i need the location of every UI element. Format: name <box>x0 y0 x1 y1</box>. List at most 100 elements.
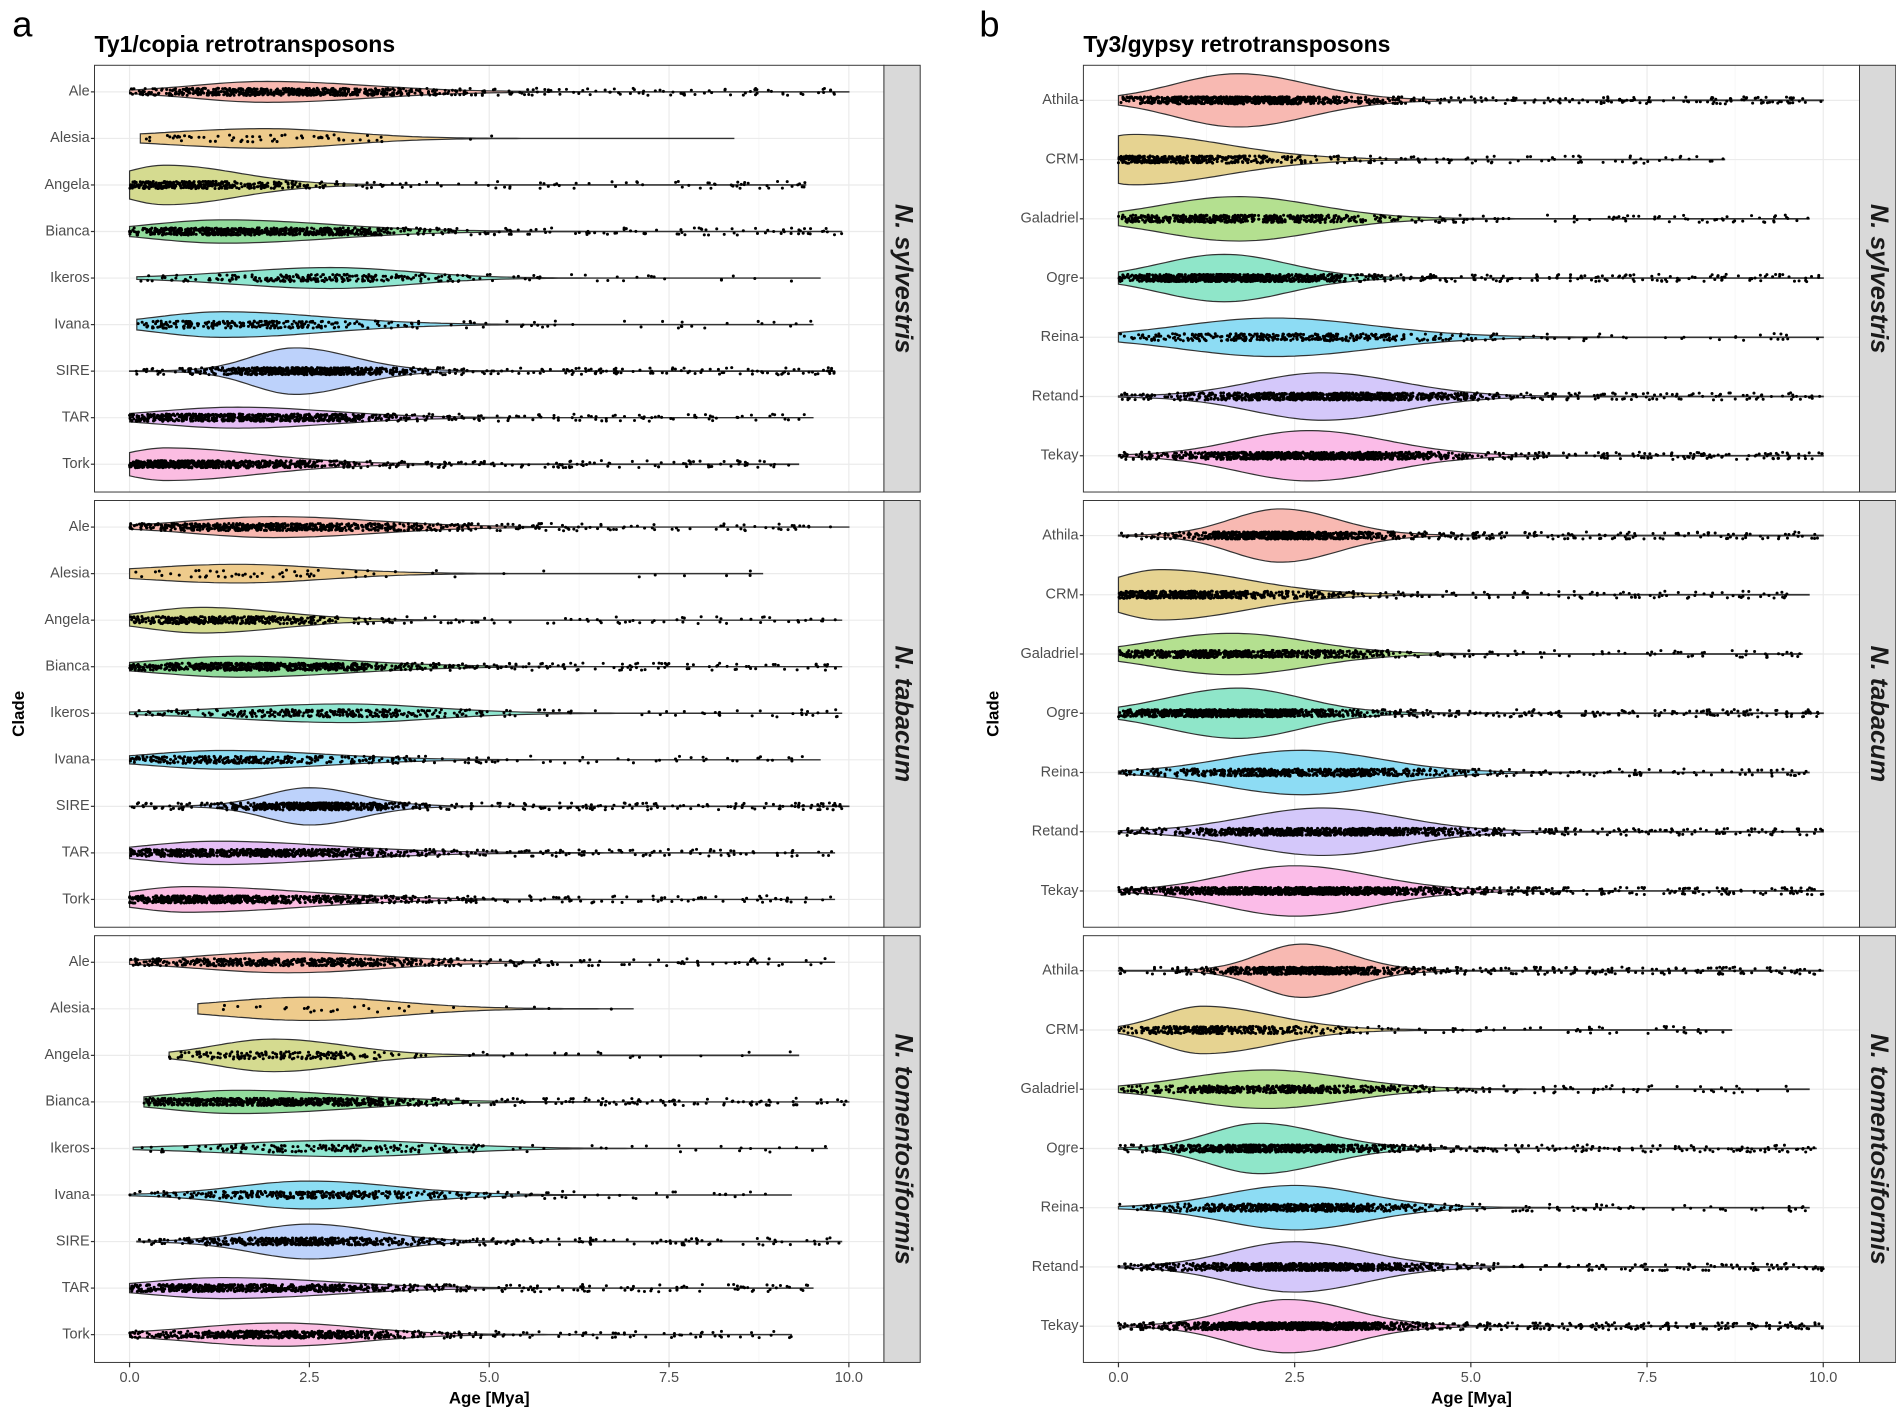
jitter-point <box>670 367 674 371</box>
jitter-point <box>549 521 553 525</box>
jitter-point <box>641 91 645 95</box>
jitter-point <box>241 412 245 416</box>
jitter-point <box>258 135 262 139</box>
jitter-point <box>790 184 794 188</box>
jitter-point <box>672 460 676 464</box>
jitter-point <box>272 182 276 186</box>
jitter-point <box>363 228 367 232</box>
jitter-point <box>208 413 212 417</box>
jitter-point <box>786 93 790 97</box>
jitter-point <box>336 90 340 94</box>
jitter-point <box>303 233 307 237</box>
jitter-point <box>813 372 817 376</box>
jitter-point <box>141 93 145 97</box>
jitter-point <box>407 93 411 97</box>
jitter-point <box>449 229 453 233</box>
jitter-point <box>552 413 556 418</box>
jitter-point <box>637 91 641 95</box>
jitter-point <box>221 460 225 464</box>
jitter-point <box>173 414 177 418</box>
jitter-point <box>307 86 311 91</box>
jitter-point <box>311 92 315 96</box>
jitter-point <box>240 459 244 463</box>
jitter-point <box>464 91 468 95</box>
jitter-point <box>606 278 610 282</box>
jitter-point <box>215 413 219 417</box>
jitter-point <box>519 366 523 370</box>
jitter-point <box>417 322 421 326</box>
jitter-point <box>700 368 704 372</box>
jitter-point <box>291 182 295 186</box>
jitter-point <box>341 226 345 230</box>
jitter-point <box>797 367 801 371</box>
jitter-point <box>577 366 581 370</box>
jitter-point <box>769 463 773 467</box>
jitter-point <box>433 90 437 94</box>
jitter-point <box>468 86 472 91</box>
jitter-point <box>797 228 801 232</box>
jitter-point <box>170 278 174 282</box>
jitter-point <box>279 89 283 93</box>
jitter-point <box>152 412 156 416</box>
jitter-point <box>181 319 185 323</box>
jitter-point <box>150 226 154 230</box>
jitter-point <box>290 322 294 326</box>
jitter-point <box>508 228 512 232</box>
jitter-point <box>570 416 574 420</box>
jitter-point <box>225 320 230 324</box>
jitter-point <box>320 459 324 463</box>
jitter-point <box>479 525 483 529</box>
jitter-point <box>331 322 335 326</box>
jitter-point <box>381 87 385 91</box>
jitter-point <box>746 181 750 185</box>
jitter-point <box>234 233 238 237</box>
jitter-point <box>319 320 323 324</box>
jitter-point <box>202 135 206 139</box>
jitter-point <box>213 233 217 237</box>
jitter-point <box>364 87 368 91</box>
jitter-point <box>228 465 232 469</box>
jitter-point <box>269 186 273 190</box>
jitter-point <box>809 319 813 323</box>
jitter-point <box>669 417 673 421</box>
jitter-point <box>129 465 133 469</box>
jitter-point <box>156 319 160 323</box>
jitter-point <box>615 275 619 279</box>
jitter-point <box>822 229 826 233</box>
jitter-point <box>213 139 217 143</box>
jitter-point <box>422 229 426 233</box>
jitter-point <box>620 367 624 371</box>
jitter-point <box>146 324 150 328</box>
jitter-point <box>552 465 556 469</box>
jitter-point <box>232 93 236 97</box>
jitter-point <box>243 274 247 278</box>
jitter-point <box>161 274 165 278</box>
jitter-point <box>389 227 393 231</box>
jitter-point <box>208 465 212 469</box>
jitter-point <box>510 369 514 373</box>
jitter-point <box>772 229 776 234</box>
jitter-point <box>350 231 354 235</box>
jitter-point <box>214 418 218 422</box>
jitter-point <box>438 463 442 467</box>
jitter-point <box>290 462 294 466</box>
y-tick-label: Ale <box>69 84 90 100</box>
jitter-point <box>435 181 439 185</box>
jitter-point <box>251 322 255 326</box>
jitter-point <box>223 231 227 235</box>
jitter-point <box>438 92 442 96</box>
jitter-point <box>617 465 621 469</box>
jitter-point <box>194 232 198 236</box>
jitter-point <box>716 367 720 371</box>
jitter-point <box>743 460 747 464</box>
jitter-point <box>407 416 411 420</box>
jitter-point <box>457 182 461 186</box>
jitter-point <box>291 414 296 418</box>
jitter-point <box>404 181 408 185</box>
jitter-point <box>478 277 482 281</box>
jitter-point <box>236 275 241 279</box>
jitter-point <box>415 419 419 423</box>
jitter-point <box>465 369 469 373</box>
jitter-point <box>389 414 393 418</box>
jitter-point <box>234 277 238 281</box>
